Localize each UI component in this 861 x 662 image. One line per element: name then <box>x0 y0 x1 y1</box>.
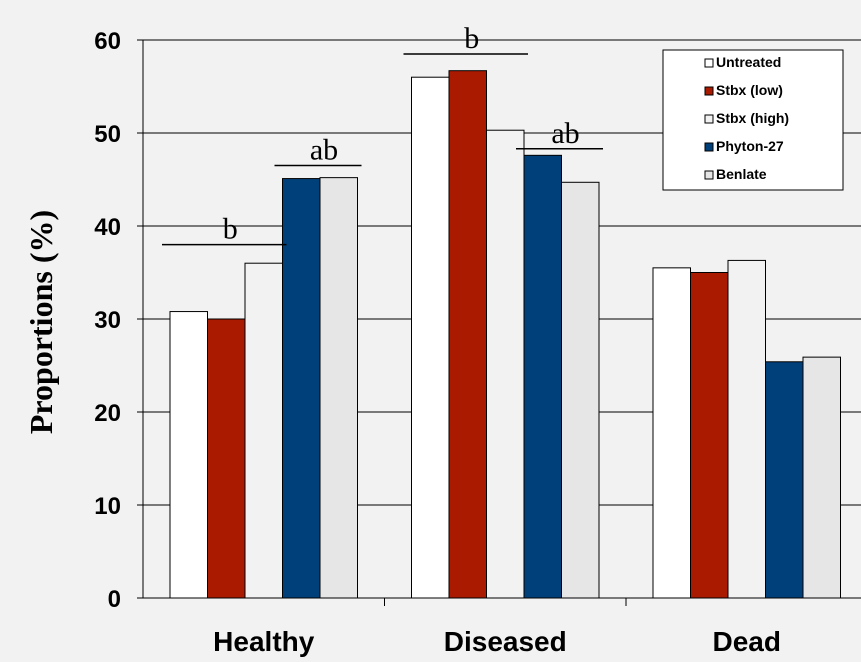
bar <box>561 181 600 599</box>
x-category-label: Healthy <box>213 626 315 657</box>
legend-label: Phyton-27 <box>716 138 784 154</box>
legend-swatch <box>704 142 714 152</box>
significance-label: ab <box>551 117 579 150</box>
legend-swatch <box>704 114 714 124</box>
x-category-label: Dead <box>713 626 781 657</box>
legend-label: Benlate <box>716 166 767 182</box>
bar <box>282 178 321 599</box>
legend-box <box>662 49 844 191</box>
bar <box>652 267 691 599</box>
bar <box>690 272 729 599</box>
bar <box>319 177 358 599</box>
significance-label: ab <box>310 134 338 167</box>
bar <box>727 259 766 599</box>
legend-swatch <box>704 58 714 68</box>
y-tick-label: 10 <box>94 493 121 520</box>
bar <box>207 318 246 599</box>
bars-group <box>169 70 841 599</box>
bar <box>802 356 841 599</box>
legend-swatch <box>704 86 714 96</box>
bar <box>244 262 283 599</box>
bar <box>523 154 562 599</box>
bar <box>411 76 450 599</box>
legend-label: Stbx (low) <box>716 82 783 98</box>
bar <box>448 70 487 599</box>
y-tick-label: 30 <box>94 307 121 334</box>
legend-swatch <box>704 170 714 180</box>
y-axis-label: Proportions (%) <box>23 210 59 434</box>
axes: 0 10 20 30 40 50 60 Healthy Diseased Dead <box>94 28 861 657</box>
significance-annotations: b ab b ab <box>162 22 603 246</box>
legend-label: Untreated <box>716 54 781 70</box>
significance-label: b <box>464 22 479 55</box>
legend-label: Stbx (high) <box>716 110 789 126</box>
bar <box>765 361 804 599</box>
y-tick-label: 20 <box>94 400 121 427</box>
y-tick-label: 0 <box>108 586 121 613</box>
y-tick-label: 50 <box>94 121 121 148</box>
legend: Untreated Stbx (low) Stbx (high) Phyton-27 B… <box>662 49 844 191</box>
bar <box>169 311 208 599</box>
y-tick-label: 40 <box>94 214 121 241</box>
bar <box>486 129 525 599</box>
significance-label: b <box>223 213 238 246</box>
x-category-label: Diseased <box>444 626 567 657</box>
y-tick-label: 60 <box>94 28 121 55</box>
